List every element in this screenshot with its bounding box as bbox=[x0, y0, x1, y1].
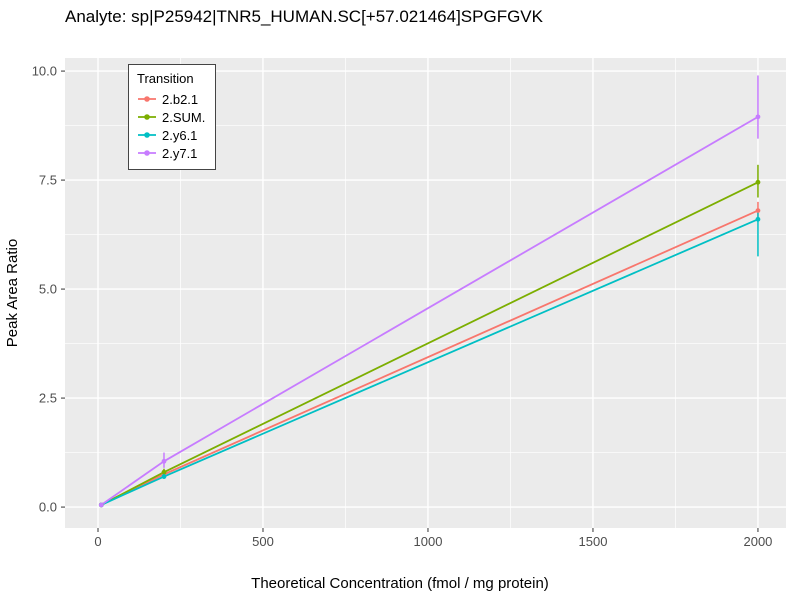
y-tick-label: 10.0 bbox=[32, 64, 57, 79]
data-point bbox=[161, 458, 167, 464]
legend-items: 2.b2.1 2.SUM. 2.y6.1 2.y7.1 bbox=[137, 90, 205, 162]
y-axis-title: Peak Area Ratio bbox=[4, 239, 21, 347]
x-tick-label: 1000 bbox=[414, 534, 443, 549]
series-points-2.y7.1 bbox=[98, 75, 761, 508]
data-point bbox=[161, 474, 167, 479]
chart-title: Analyte: sp|P25942|TNR5_HUMAN.SC[+57.021… bbox=[65, 7, 544, 26]
y-tick-label: 2.5 bbox=[39, 391, 57, 406]
x-tick-label: 0 bbox=[94, 534, 101, 549]
legend-label: 2.SUM. bbox=[162, 109, 206, 125]
y-tick-label: 0.0 bbox=[39, 500, 57, 515]
legend-label: 2.y6.1 bbox=[162, 127, 198, 143]
data-point bbox=[755, 114, 761, 120]
legend-key-icon bbox=[138, 114, 156, 120]
data-point bbox=[98, 502, 104, 508]
data-point bbox=[755, 208, 761, 213]
legend-item-2.y6.1: 2.y6.1 bbox=[137, 126, 205, 144]
legend-key-icon bbox=[138, 96, 156, 102]
legend-key-icon bbox=[138, 132, 156, 138]
legend-title: Transition bbox=[137, 71, 194, 86]
data-point bbox=[755, 216, 761, 222]
y-tick-label: 5.0 bbox=[39, 282, 57, 297]
y-tick-label: 7.5 bbox=[39, 173, 57, 188]
legend-key-icon bbox=[138, 150, 156, 156]
data-point bbox=[161, 469, 167, 475]
legend-item-2.b2.1: 2.b2.1 bbox=[137, 90, 205, 108]
legend-item-2.SUM.: 2.SUM. bbox=[137, 108, 205, 126]
legend-label: 2.y7.1 bbox=[162, 145, 198, 161]
x-axis-title: Theoretical Concentration (fmol / mg pro… bbox=[251, 575, 549, 592]
legend: Transition 2.b2.1 2.SUM. 2.y6.1 2.y7.1 bbox=[128, 64, 217, 170]
x-tick-label: 500 bbox=[252, 534, 274, 549]
x-tick-label: 1500 bbox=[579, 534, 608, 549]
data-point bbox=[755, 179, 761, 185]
legend-label: 2.b2.1 bbox=[162, 91, 199, 107]
x-tick-label: 2000 bbox=[743, 534, 772, 549]
legend-item-2.y7.1: 2.y7.1 bbox=[137, 144, 205, 162]
